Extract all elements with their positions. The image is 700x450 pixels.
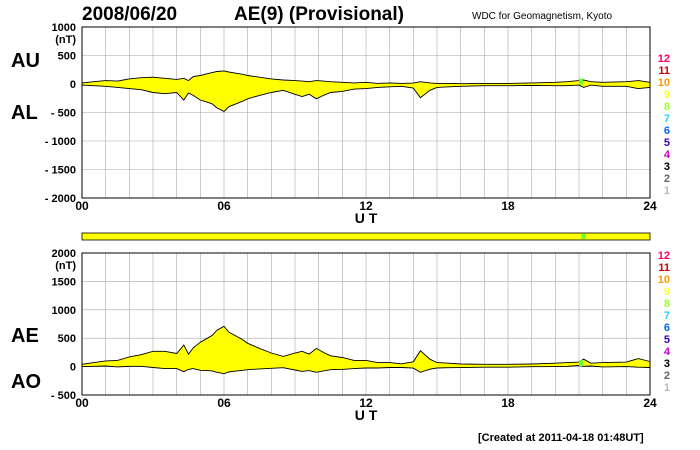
y-tick-label: 500 (58, 333, 76, 345)
legend-number: 11 (658, 65, 670, 77)
legend-number: 9 (664, 89, 670, 101)
station-bar-mark (581, 234, 586, 239)
y-tick-label: 1000 (52, 305, 76, 317)
accent-mark (579, 78, 583, 85)
legend-number: 3 (664, 161, 670, 173)
ae-label: AE (11, 325, 39, 347)
legend-number: 10 (658, 77, 670, 89)
y-tick-label: - 500 (51, 108, 76, 120)
ae-ao-lower-line (81, 365, 651, 375)
y-tick-label: 2000 (52, 248, 76, 260)
y-tick-label: 1000 (52, 22, 76, 34)
legend-number: 4 (664, 346, 671, 358)
x-tick-label: 18 (501, 396, 515, 410)
legend-number: 6 (664, 125, 670, 137)
au-al-frame (81, 26, 651, 199)
x-tick-label: 06 (217, 396, 231, 410)
y-tick-label: - 1500 (45, 165, 76, 177)
x-tick-label: 12 (359, 199, 373, 213)
legend-number: 1 (664, 382, 670, 394)
legend-number: 7 (664, 113, 670, 125)
legend-number: 7 (664, 310, 670, 322)
au-al-fill-area (82, 70, 650, 112)
station-bar (81, 232, 651, 241)
x-tick-label: 00 (75, 199, 89, 213)
legend-number: 11 (658, 262, 670, 274)
x-tick-label: 24 (643, 396, 657, 410)
y-unit-label: (nT) (55, 260, 76, 272)
y-tick-label: 0 (70, 79, 76, 91)
x-axis-title: U T (355, 210, 378, 226)
y-tick-label: 1500 (52, 276, 76, 288)
legend-number: 1 (664, 185, 670, 197)
legend-number: 12 (658, 250, 670, 262)
legend-number: 9 (664, 286, 670, 298)
y-tick-label: - 1000 (45, 136, 76, 148)
legend-number: 6 (664, 322, 670, 334)
legend-number: 4 (664, 149, 671, 161)
ae-ao-upper-line (81, 325, 651, 365)
legend-number: 5 (664, 137, 670, 149)
ao-label: AO (11, 371, 41, 393)
legend-number: 12 (658, 53, 670, 65)
ae-ao-frame (81, 252, 651, 396)
y-tick-label: 0 (70, 362, 76, 374)
au-al-lower-line (81, 84, 651, 112)
ae-ao-fill-area (82, 326, 650, 374)
index-title: AE(9) (Provisional) (234, 4, 404, 25)
x-tick-label: 12 (359, 396, 373, 410)
legend-number: 2 (664, 370, 670, 382)
x-tick-label: 18 (501, 199, 515, 213)
x-tick-label: 24 (643, 199, 657, 213)
x-tick-label: 00 (75, 396, 89, 410)
y-tick-label: - 500 (51, 390, 76, 402)
x-axis-title: U T (355, 407, 378, 423)
created-timestamp: [Created at 2011-04-18 01:48UT] (478, 432, 644, 444)
y-tick-label: - 2000 (45, 193, 76, 205)
au-al-upper-line (81, 70, 651, 85)
legend-number: 3 (664, 358, 670, 370)
y-tick-label: 500 (58, 51, 76, 63)
legend-number: 8 (664, 298, 670, 310)
al-label: AL (11, 102, 38, 124)
x-tick-label: 06 (217, 199, 231, 213)
y-unit-label: (nT) (55, 34, 76, 46)
legend-number: 5 (664, 334, 670, 346)
organization-label: WDC for Geomagnetism, Kyoto (472, 11, 613, 22)
accent-mark (579, 360, 583, 367)
date-title: 2008/06/20 (82, 4, 178, 25)
legend-number: 8 (664, 101, 670, 113)
legend-number: 2 (664, 173, 670, 185)
legend-number: 10 (658, 274, 670, 286)
au-label: AU (11, 50, 40, 72)
